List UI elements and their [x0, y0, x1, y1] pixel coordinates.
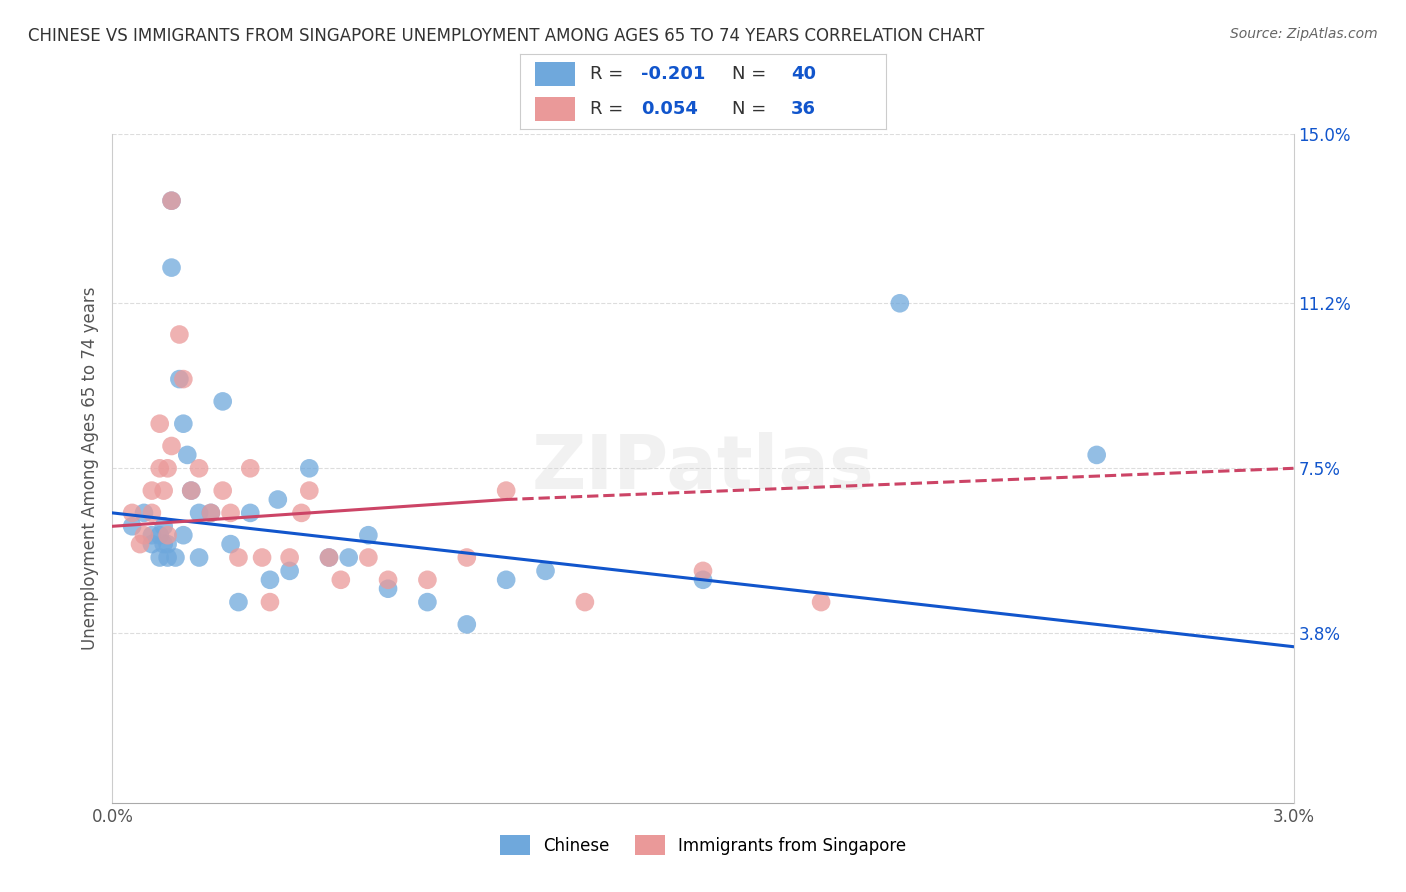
Point	[290, 506, 312, 520]
Point	[160, 260, 183, 275]
Point	[169, 327, 191, 342]
Legend: Chinese, Immigrants from Singapore: Chinese, Immigrants from Singapore	[494, 829, 912, 862]
Point	[357, 528, 380, 542]
Point	[121, 506, 143, 520]
Point	[692, 573, 714, 587]
Point	[211, 483, 233, 498]
Point	[149, 417, 172, 431]
Point	[188, 550, 211, 565]
Text: N =: N =	[733, 100, 772, 118]
Point	[377, 582, 399, 596]
Point	[259, 595, 281, 609]
Point	[152, 483, 174, 498]
Point	[318, 550, 340, 565]
Point	[141, 537, 163, 551]
Point	[160, 439, 183, 453]
Point	[180, 483, 202, 498]
Y-axis label: Unemployment Among Ages 65 to 74 years: Unemployment Among Ages 65 to 74 years	[80, 286, 98, 650]
Point	[416, 573, 439, 587]
Point	[121, 519, 143, 533]
Point	[141, 506, 163, 520]
Point	[200, 506, 222, 520]
Point	[156, 528, 179, 542]
Point	[228, 550, 250, 565]
Point	[211, 394, 233, 409]
Point	[1085, 448, 1108, 462]
Point	[228, 595, 250, 609]
Point	[156, 461, 179, 475]
Point	[329, 573, 352, 587]
Text: 0.054: 0.054	[641, 100, 697, 118]
Point	[456, 550, 478, 565]
Point	[160, 194, 183, 208]
Point	[456, 617, 478, 632]
Point	[267, 492, 290, 507]
Point	[188, 461, 211, 475]
Point	[810, 595, 832, 609]
Text: 40: 40	[790, 65, 815, 83]
Point	[357, 550, 380, 565]
Point	[149, 461, 172, 475]
Point	[278, 550, 301, 565]
Point	[219, 506, 242, 520]
Text: N =: N =	[733, 65, 772, 83]
Point	[298, 483, 321, 498]
Point	[156, 550, 179, 565]
Point	[149, 550, 172, 565]
Point	[172, 528, 194, 542]
Point	[416, 595, 439, 609]
Bar	[534, 62, 575, 87]
Point	[692, 564, 714, 578]
Point	[132, 506, 155, 520]
Text: ZIPatlas: ZIPatlas	[531, 432, 875, 505]
Point	[172, 372, 194, 386]
Point	[259, 573, 281, 587]
Point	[278, 564, 301, 578]
Point	[495, 483, 517, 498]
Point	[129, 537, 152, 551]
Text: Source: ZipAtlas.com: Source: ZipAtlas.com	[1230, 27, 1378, 41]
Point	[534, 564, 557, 578]
Point	[152, 537, 174, 551]
Point	[169, 372, 191, 386]
Text: R =: R =	[589, 65, 628, 83]
Point	[337, 550, 360, 565]
Point	[180, 483, 202, 498]
Text: CHINESE VS IMMIGRANTS FROM SINGAPORE UNEMPLOYMENT AMONG AGES 65 TO 74 YEARS CORR: CHINESE VS IMMIGRANTS FROM SINGAPORE UNE…	[28, 27, 984, 45]
Point	[239, 461, 262, 475]
Text: 36: 36	[790, 100, 815, 118]
Point	[219, 537, 242, 551]
Point	[165, 550, 187, 565]
Point	[239, 506, 262, 520]
Point	[889, 296, 911, 310]
Point	[250, 550, 273, 565]
Bar	[534, 96, 575, 121]
Point	[149, 528, 172, 542]
Point	[156, 537, 179, 551]
Text: R =: R =	[589, 100, 628, 118]
Point	[152, 519, 174, 533]
Point	[574, 595, 596, 609]
Point	[132, 528, 155, 542]
Point	[160, 194, 183, 208]
Point	[188, 506, 211, 520]
Point	[141, 483, 163, 498]
Point	[495, 573, 517, 587]
Point	[318, 550, 340, 565]
Text: -0.201: -0.201	[641, 65, 706, 83]
Point	[298, 461, 321, 475]
Point	[172, 417, 194, 431]
Point	[176, 448, 198, 462]
Point	[377, 573, 399, 587]
Point	[200, 506, 222, 520]
Point	[141, 528, 163, 542]
